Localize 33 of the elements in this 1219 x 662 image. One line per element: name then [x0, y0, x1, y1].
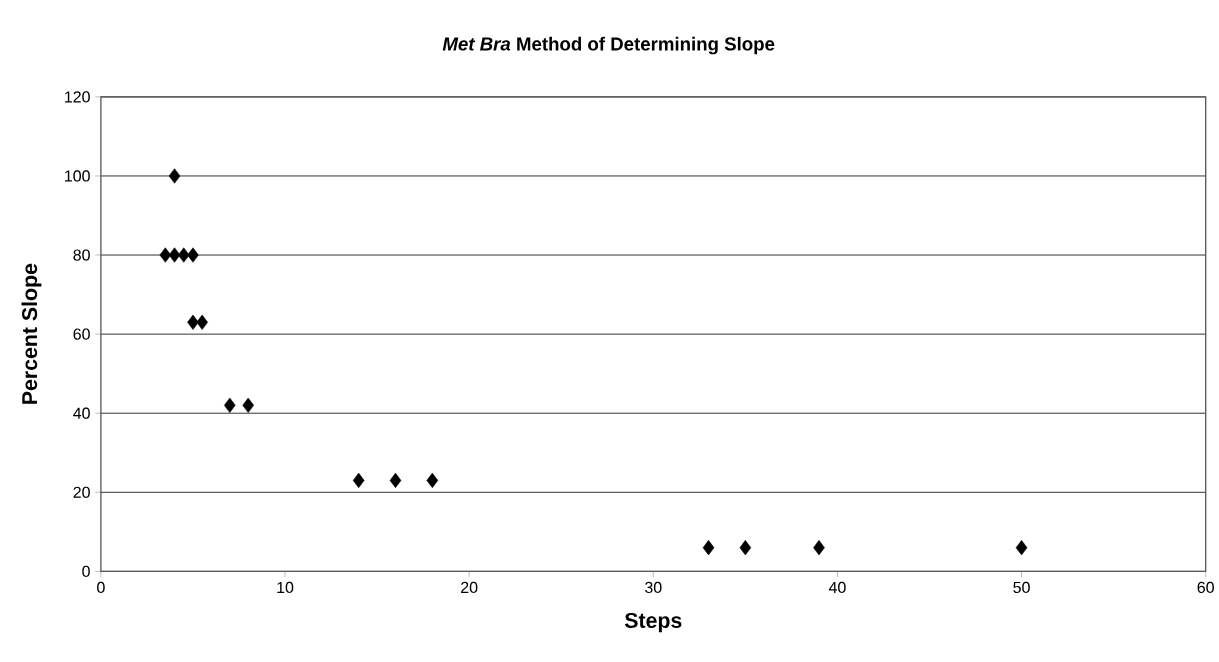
point: [352, 472, 365, 488]
y-tick-label: 100: [65, 170, 90, 182]
chart-title: Met Bra Method of Determining Slope: [442, 36, 775, 55]
y-tick-label: 40: [73, 407, 90, 419]
point: [159, 247, 172, 263]
point: [196, 314, 208, 330]
point: [224, 397, 236, 413]
x-tick-label: 10: [277, 581, 294, 593]
point: [168, 247, 181, 263]
point: [1015, 539, 1028, 556]
point: [813, 539, 825, 556]
x-tick-label: 50: [1013, 581, 1030, 593]
point: [187, 314, 199, 330]
point: [187, 247, 199, 263]
y-tick-label: 20: [73, 486, 90, 498]
point: [242, 397, 254, 413]
point: [739, 539, 752, 556]
x-tick-label: 30: [645, 581, 662, 593]
x-axis-title: Steps: [624, 612, 682, 633]
y-tick-label: 60: [73, 328, 90, 340]
x-tick-label: 20: [461, 581, 478, 593]
y-tick-label: 120: [65, 91, 90, 103]
x-tick-label: 60: [1197, 581, 1214, 593]
x-tick-label: 40: [828, 581, 846, 593]
y-axis-title: Percent Slope: [21, 263, 42, 404]
x-tick-label: 0: [97, 581, 105, 593]
y-tick-label: 80: [73, 249, 90, 261]
point: [168, 168, 181, 184]
point: [426, 472, 439, 488]
point: [702, 539, 715, 556]
point: [177, 247, 190, 263]
y-tick-label: 0: [82, 565, 90, 577]
point: [389, 472, 402, 488]
